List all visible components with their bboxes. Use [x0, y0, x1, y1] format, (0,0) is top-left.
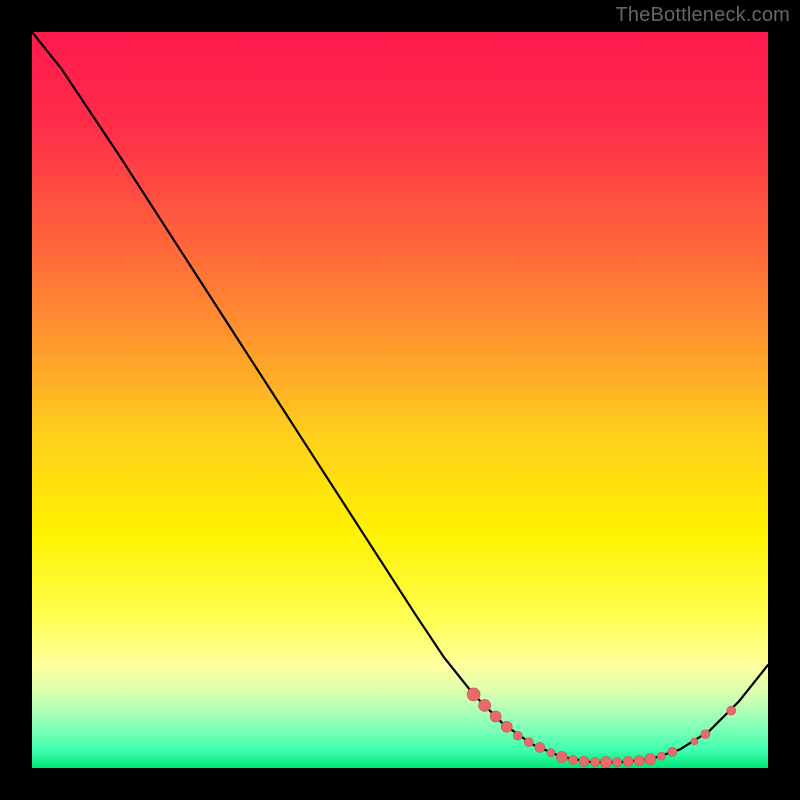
data-marker [645, 754, 656, 765]
plot-area [32, 32, 768, 768]
data-marker [479, 699, 491, 711]
data-marker [601, 757, 612, 768]
data-marker [513, 731, 522, 740]
data-marker [501, 721, 512, 732]
data-marker [701, 730, 710, 739]
data-marker [613, 758, 622, 767]
data-marker [727, 706, 736, 715]
curve-layer [32, 32, 768, 768]
data-marker [524, 738, 533, 747]
watermark-text: TheBottleneck.com [615, 4, 790, 27]
data-marker [657, 752, 665, 760]
data-marker [568, 755, 577, 764]
data-marker [691, 738, 698, 745]
data-marker [535, 742, 545, 752]
data-marker [668, 747, 677, 756]
data-marker [556, 751, 567, 762]
data-marker [467, 688, 480, 701]
chart-canvas: TheBottleneck.com [0, 0, 800, 800]
data-marker [591, 758, 600, 767]
bottleneck-curve [32, 32, 768, 762]
data-marker [623, 756, 633, 766]
data-marker [634, 756, 644, 766]
data-marker [547, 749, 555, 757]
data-marker [579, 756, 589, 766]
data-marker [490, 711, 501, 722]
